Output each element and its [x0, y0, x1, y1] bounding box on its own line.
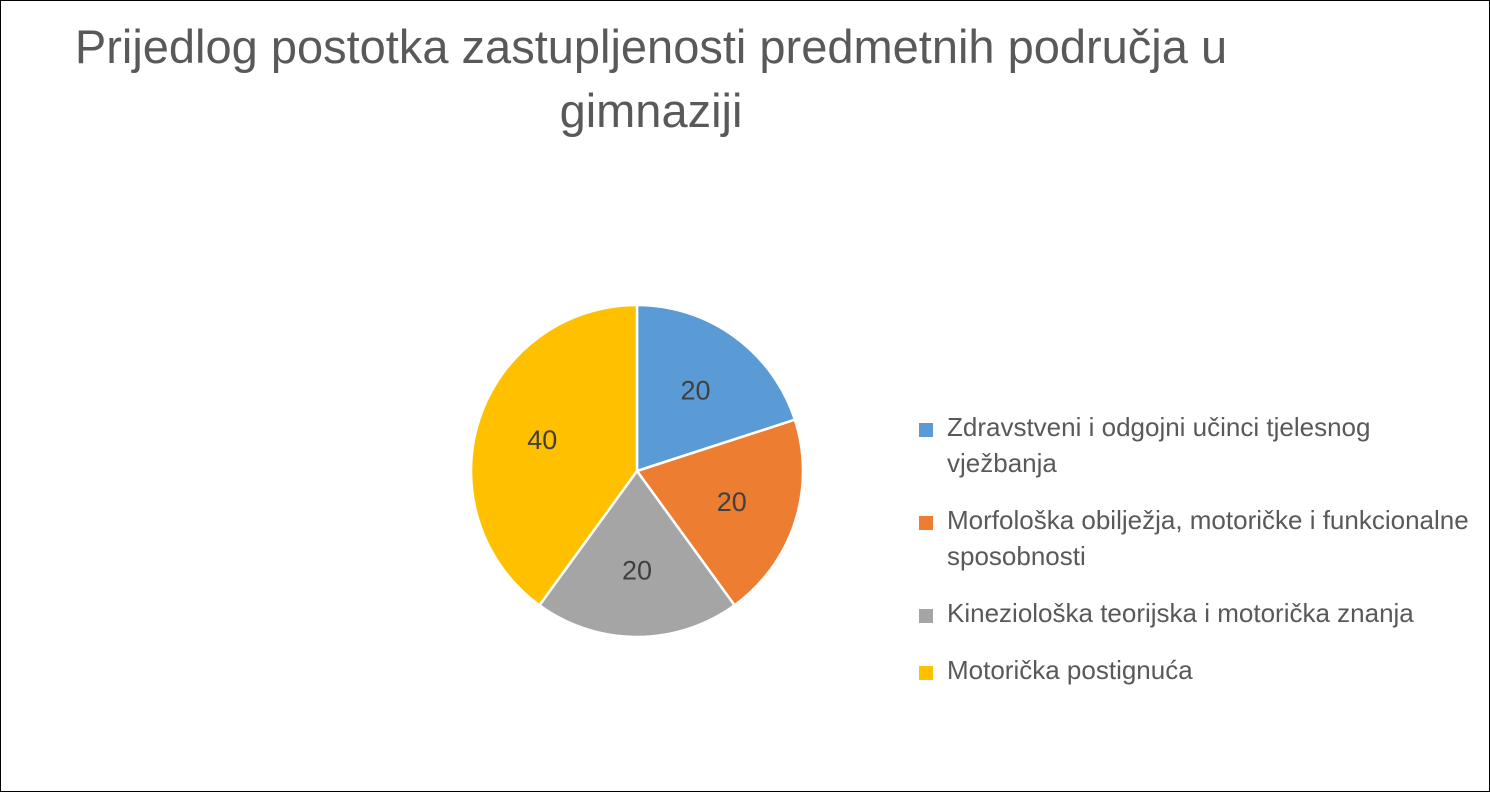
legend-item-2: Morfološka obilježja, motoričke i funkci…: [919, 502, 1479, 574]
chart-legend: Zdravstveni i odgojni učinci tjelesnog v…: [919, 409, 1479, 709]
legend-label-3: Kineziološka teorijska i motorička znanj…: [947, 598, 1414, 628]
legend-label-4: Motorička postignuća: [947, 655, 1193, 685]
legend-item-4: Motorička postignuća: [919, 652, 1479, 688]
pie-slice-4: [469, 303, 639, 608]
data-label-3: 20: [622, 556, 652, 586]
legend-item-3: Kineziološka teorijska i motorička znanj…: [919, 595, 1479, 631]
legend-swatch-1: [919, 423, 933, 437]
data-label-1: 20: [681, 375, 711, 405]
legend-swatch-2: [919, 516, 933, 530]
pie-slice-1: [635, 303, 797, 473]
data-label-4: 40: [527, 425, 557, 455]
legend-label-1: Zdravstveni i odgojni učinci tjelesnog v…: [947, 412, 1371, 478]
chart-title: Prijedlog postotka zastupljenosti predme…: [74, 20, 1228, 137]
pie-slice-3: [537, 468, 737, 639]
data-label-2: 20: [717, 487, 747, 517]
pie-slice-2: [634, 418, 805, 608]
legend-swatch-4: [919, 666, 933, 680]
pie-chart: 20 20 20 40: [469, 303, 805, 639]
legend-item-1: Zdravstveni i odgojni učinci tjelesnog v…: [919, 409, 1479, 481]
legend-label-2: Morfološka obilježja, motoričke i funkci…: [947, 505, 1469, 571]
legend-swatch-3: [919, 609, 933, 623]
